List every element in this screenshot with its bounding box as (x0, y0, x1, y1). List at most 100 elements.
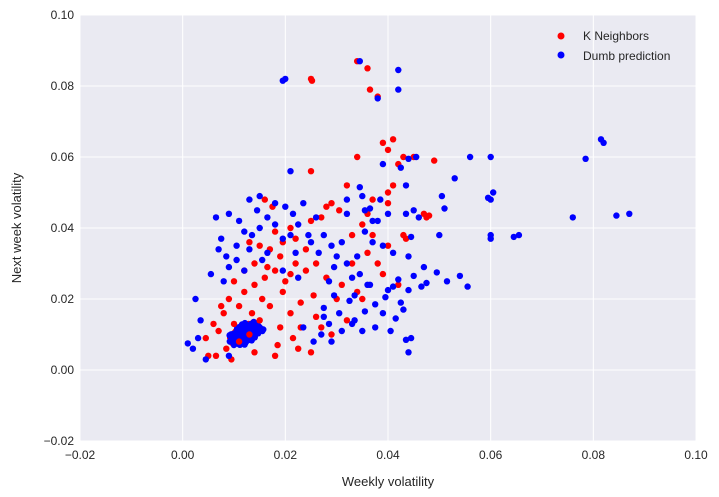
k-neighbors-point (220, 310, 227, 317)
k-neighbors-point (212, 352, 220, 359)
dumb-prediction-point (515, 231, 523, 239)
dumb-prediction-point (343, 196, 351, 203)
dumb-prediction-point (264, 214, 271, 221)
k-neighbors-point (215, 327, 222, 335)
k-neighbors-point (218, 302, 225, 310)
k-neighbors-point (302, 246, 310, 253)
y-tick-label: 0.04 (51, 221, 75, 235)
dumb-prediction-point (343, 260, 351, 267)
dumb-prediction-point (348, 320, 356, 328)
k-neighbors-point (379, 270, 387, 278)
dumb-prediction-point (233, 242, 240, 249)
legend-marker-k-neighbors (557, 32, 565, 40)
dumb-prediction-point (330, 292, 338, 299)
legend-marker-dumb-prediction (557, 51, 565, 59)
k-neighbors-point (292, 260, 299, 267)
dumb-prediction-point (443, 278, 451, 285)
cluster-point (258, 326, 266, 333)
k-neighbors-point (307, 349, 315, 356)
dumb-prediction-point (225, 210, 233, 217)
dumb-prediction-point (343, 210, 351, 217)
y-tick-label: 0.08 (51, 79, 75, 93)
k-neighbors-point (264, 263, 271, 271)
x-axis-label: Weekly volatility (342, 474, 435, 489)
k-neighbors-point (287, 310, 294, 317)
dumb-prediction-point (248, 231, 256, 239)
dumb-prediction-point (320, 304, 327, 312)
dumb-prediction-point (407, 334, 415, 342)
dumb-prediction-point (392, 315, 399, 322)
k-neighbors-point (366, 86, 374, 93)
k-neighbors-point (307, 217, 315, 225)
dumb-prediction-point (225, 263, 233, 271)
dumb-prediction-point (292, 249, 299, 256)
dumb-prediction-point (300, 324, 307, 331)
dumb-prediction-point (295, 221, 302, 228)
dumb-prediction-point (184, 340, 191, 347)
dumb-prediction-point (484, 194, 492, 201)
dumb-prediction-point (433, 269, 440, 276)
dumb-prediction-point (402, 336, 410, 343)
k-neighbors-point (277, 253, 284, 260)
dumb-prediction-point (333, 253, 340, 260)
dumb-prediction-point (310, 338, 317, 345)
k-neighbors-point (297, 299, 304, 306)
dumb-prediction-point (287, 231, 294, 239)
dumb-prediction-point (451, 175, 458, 182)
dumb-prediction-point (241, 228, 248, 235)
dumb-prediction-point (351, 292, 358, 299)
legend: K Neighbors Dumb prediction (557, 29, 670, 63)
k-neighbors-point (271, 352, 279, 359)
dumb-prediction-point (405, 155, 412, 162)
k-neighbors-point (282, 278, 289, 285)
k-neighbors-point (287, 224, 294, 232)
k-neighbors-point (379, 139, 387, 146)
dumb-prediction-point (410, 272, 417, 280)
k-neighbors-point (369, 231, 376, 239)
k-neighbors-point (328, 331, 335, 338)
k-neighbors-point (287, 270, 294, 278)
k-neighbors-point (289, 334, 297, 342)
k-neighbors-point (279, 288, 286, 296)
dumb-prediction-point (405, 286, 412, 294)
dumb-prediction-point (374, 217, 381, 225)
k-neighbors-point (225, 295, 233, 303)
dumb-prediction-point (279, 235, 286, 242)
k-neighbors-point (395, 281, 402, 288)
dumb-prediction-point (264, 249, 271, 256)
dumb-prediction-point (420, 263, 428, 271)
dumb-prediction-point (325, 320, 333, 328)
k-neighbors-point (248, 310, 256, 317)
dumb-prediction-point (295, 274, 302, 281)
k-neighbors-point (348, 231, 356, 239)
dumb-prediction-point (356, 270, 363, 278)
dumb-prediction-point (359, 327, 366, 335)
dumb-prediction-point (256, 224, 263, 232)
dumb-prediction-point (300, 200, 307, 207)
dumb-prediction-point (418, 283, 425, 290)
x-tick-label: 0.00 (171, 448, 195, 462)
dumb-prediction-point (613, 212, 620, 219)
dumb-prediction-point (246, 246, 253, 253)
k-neighbors-point (271, 267, 279, 274)
legend-label-k-neighbors: K Neighbors (583, 29, 649, 43)
dumb-prediction-point (194, 334, 202, 342)
k-neighbors-point (246, 239, 253, 246)
y-axis-label: Next week volatility (9, 172, 24, 283)
k-neighbors-point (259, 295, 266, 303)
k-neighbors-point (235, 338, 243, 345)
dumb-prediction-point (241, 267, 248, 274)
dumb-prediction-point (271, 200, 279, 207)
dumb-prediction-point (487, 235, 494, 242)
dumb-prediction-point (259, 256, 266, 264)
dumb-prediction-point (361, 207, 369, 214)
k-neighbors-point (384, 200, 392, 207)
y-tick-label: −0.02 (44, 434, 75, 448)
dumb-prediction-point (361, 308, 369, 315)
dumb-prediction-point (600, 139, 607, 146)
cluster-point (252, 322, 259, 329)
dumb-prediction-point (415, 214, 422, 221)
dumb-prediction-point (369, 217, 376, 225)
dumb-prediction-point (395, 66, 402, 74)
k-neighbors-point (425, 212, 433, 219)
